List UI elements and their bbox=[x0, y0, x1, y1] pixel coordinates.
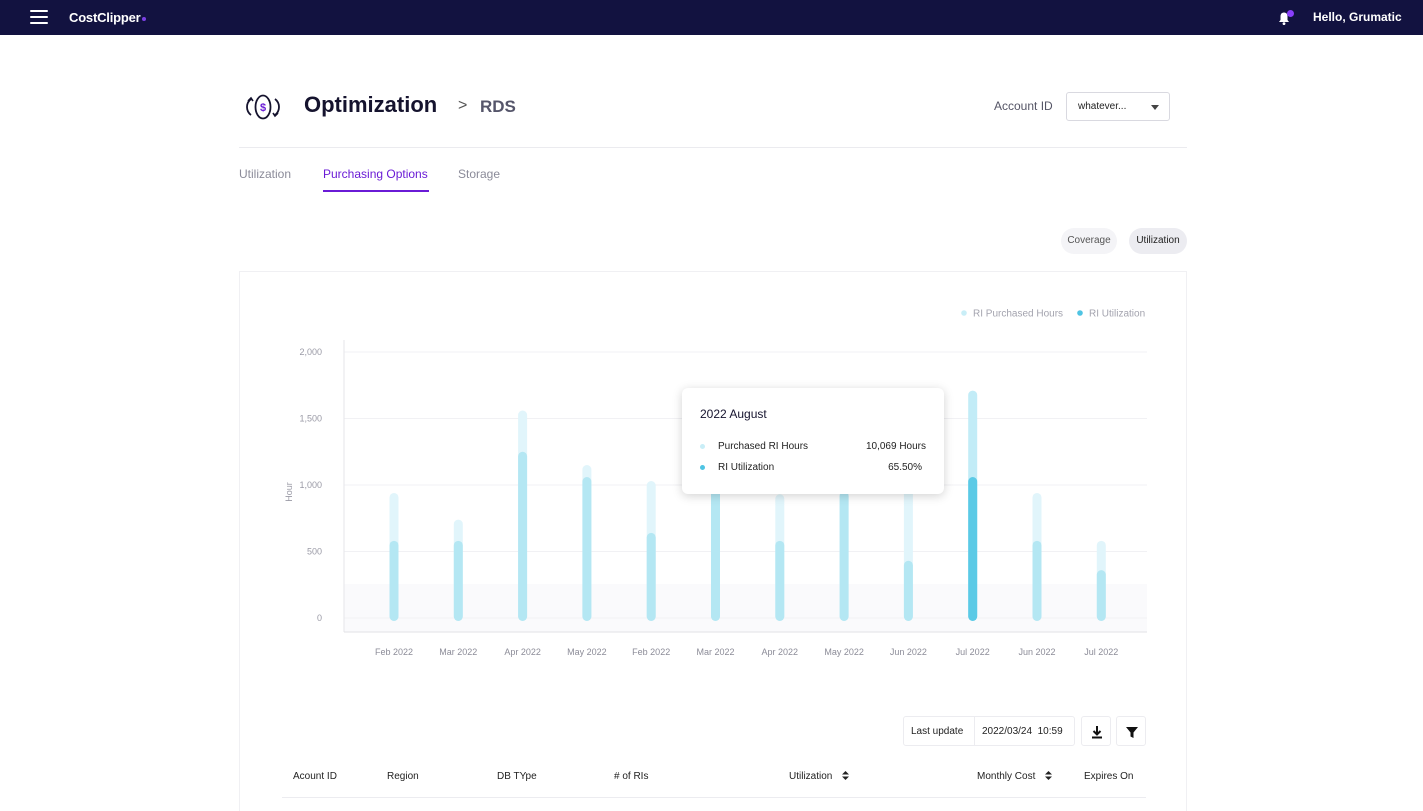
legend-label: RI Purchased Hours bbox=[973, 309, 1063, 320]
last-update-value: 2022/03/24 10:59 bbox=[982, 726, 1063, 737]
download-icon bbox=[1092, 726, 1102, 739]
svg-text:$: $ bbox=[260, 102, 266, 114]
x-tick-label: Apr 2022 bbox=[762, 647, 799, 657]
utilization-toggle-button[interactable]: Utilization bbox=[1129, 228, 1187, 254]
page-title: Optimization bbox=[304, 92, 438, 117]
y-tick-label: 0 bbox=[317, 613, 322, 623]
user-greeting[interactable]: Hello, Grumatic bbox=[1313, 10, 1402, 24]
x-tick-label: Apr 2022 bbox=[504, 647, 541, 657]
bar-ri-utilization bbox=[582, 477, 592, 621]
chart-card: 0 500 1,000 1,500 2,000 Hour Feb 2022 Mar 2022 A… bbox=[239, 271, 1187, 811]
column-header-utilization[interactable]: Utilization bbox=[789, 771, 850, 782]
column-header-monthly-cost[interactable]: Monthly Cost bbox=[977, 771, 1053, 782]
legend-dot-icon bbox=[961, 310, 967, 316]
y-tick-label: 500 bbox=[307, 547, 322, 557]
x-tick-label: Jul 2022 bbox=[1084, 647, 1118, 657]
tooltip-label: Purchased RI Hours bbox=[718, 441, 809, 452]
account-id-value: whatever... bbox=[1078, 101, 1127, 112]
x-tick-label: Jun 2022 bbox=[890, 647, 927, 657]
tooltip-value: 65.50% bbox=[888, 462, 922, 473]
tab-purchasing-options[interactable]: Purchasing Options bbox=[323, 167, 428, 181]
x-tick-label: Jun 2022 bbox=[1018, 647, 1055, 657]
bell-icon[interactable] bbox=[1276, 10, 1292, 26]
filter-icon bbox=[1126, 727, 1138, 738]
last-update-divider bbox=[974, 717, 975, 745]
x-tick-label: Feb 2022 bbox=[632, 647, 670, 657]
bar-ri-utilization bbox=[968, 477, 978, 621]
tab-utilization[interactable]: Utilization bbox=[239, 167, 292, 181]
download-button[interactable] bbox=[1081, 716, 1111, 746]
tooltip-title: 2022 August bbox=[700, 407, 767, 421]
legend-dot-icon bbox=[1077, 310, 1083, 316]
bar-ri-utilization bbox=[903, 560, 913, 621]
brand-logo[interactable]: CostClipper bbox=[69, 10, 147, 25]
plot-bottom-shade bbox=[344, 584, 1147, 632]
top-navbar: CostClipper Hello, Grumatic bbox=[0, 0, 1423, 35]
tooltip-dot-icon bbox=[700, 465, 705, 470]
bar-ri-utilization bbox=[1032, 540, 1042, 621]
column-header-label: Utilization bbox=[789, 771, 833, 782]
filter-button[interactable] bbox=[1116, 716, 1146, 746]
y-tick-label: 2,000 bbox=[299, 347, 322, 357]
tooltip-value: 10,069 Hours bbox=[865, 441, 926, 452]
hamburger-menu-icon[interactable] bbox=[30, 10, 48, 24]
sort-icon[interactable] bbox=[1045, 771, 1053, 780]
last-update-label: Last update bbox=[911, 726, 964, 737]
x-tick-label: Mar 2022 bbox=[696, 647, 734, 657]
bar-ri-utilization bbox=[389, 540, 399, 621]
cost-optimization-icon: $ bbox=[246, 94, 280, 120]
bar-ri-utilization bbox=[711, 485, 720, 621]
bar-ri-utilization bbox=[839, 491, 849, 621]
x-tick-label: May 2022 bbox=[824, 647, 864, 657]
legend-label: RI Utilization bbox=[1089, 309, 1145, 320]
sort-icon[interactable] bbox=[842, 771, 850, 780]
column-header-num-ris[interactable]: # of RIs bbox=[614, 771, 649, 782]
notification-badge bbox=[1287, 10, 1294, 17]
bar-ri-utilization bbox=[1096, 570, 1106, 621]
x-tick-label: Jul 2022 bbox=[956, 647, 990, 657]
column-header-label: Monthly Cost bbox=[977, 771, 1036, 782]
y-axis-title: Hour bbox=[284, 482, 294, 502]
bar-ri-utilization bbox=[646, 532, 656, 621]
coverage-toggle-button[interactable]: Coverage bbox=[1061, 228, 1117, 254]
tooltip-label: RI Utilization bbox=[718, 462, 775, 473]
column-header-expires-on[interactable]: Expires On bbox=[1084, 771, 1134, 782]
x-tick-label: Feb 2022 bbox=[375, 647, 413, 657]
tooltip-dot-icon bbox=[700, 444, 705, 449]
bar-ri-utilization bbox=[518, 451, 528, 621]
header-divider bbox=[239, 147, 1187, 148]
column-header-region[interactable]: Region bbox=[387, 771, 419, 782]
tab-storage[interactable]: Storage bbox=[458, 167, 501, 181]
breadcrumb-current: RDS bbox=[480, 97, 516, 116]
active-tab-indicator bbox=[323, 190, 429, 192]
chevron-down-icon bbox=[1151, 105, 1159, 110]
last-update-display: Last update 2022/03/24 10:59 bbox=[903, 716, 1075, 746]
column-header-db-type[interactable]: DB TYpe bbox=[497, 771, 537, 782]
bar-ri-utilization bbox=[775, 540, 785, 621]
y-tick-label: 1,500 bbox=[299, 414, 322, 424]
account-id-label: Account ID bbox=[994, 99, 1053, 113]
y-tick-label: 1,000 bbox=[299, 480, 322, 490]
bar-ri-utilization bbox=[453, 540, 463, 621]
account-id-select[interactable]: whatever... bbox=[1066, 92, 1170, 121]
ri-utilization-chart: 0 500 1,000 1,500 2,000 Hour Feb 2022 Mar 2022 A… bbox=[284, 309, 1147, 657]
chart-tooltip: 2022 August Purchased RI Hours 10,069 Ho… bbox=[682, 388, 944, 494]
brand-dot-icon bbox=[142, 17, 147, 21]
column-header-account-id[interactable]: Acount ID bbox=[293, 771, 337, 782]
brand-name: CostClipper bbox=[69, 10, 141, 25]
breadcrumb-chevron-icon: > bbox=[458, 97, 468, 114]
table-header-divider bbox=[282, 797, 1146, 798]
x-tick-label: Mar 2022 bbox=[439, 647, 477, 657]
x-tick-label: May 2022 bbox=[567, 647, 607, 657]
